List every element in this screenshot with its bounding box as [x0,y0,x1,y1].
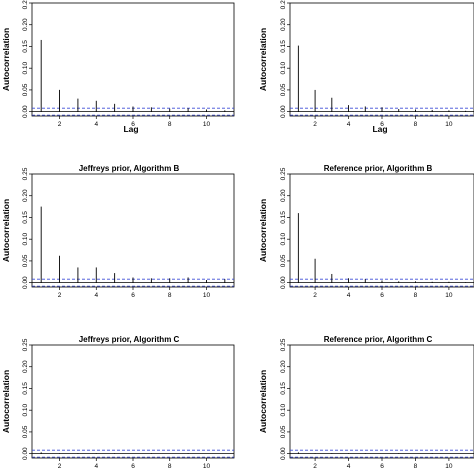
y-tick-label: 0.25 [22,167,29,180]
x-tick-label: 6 [380,121,384,128]
plot-frame [31,2,235,117]
x-tick-label: 8 [414,121,418,128]
y-tick-label: 0.15 [22,211,29,224]
y-tick-label: 0.05 [280,254,287,267]
x-tick-label: 10 [445,121,453,128]
x-tick-label: 2 [313,121,317,128]
x-tick-label: 4 [94,121,98,128]
x-tick-label: 10 [203,463,211,470]
y-tick-label: 0.00 [280,447,287,460]
x-tick-label: 10 [203,121,211,128]
y-tick-label: 0.25 [280,167,287,180]
y-tick-label: 0.10 [280,61,287,74]
y-tick-label: 0.00 [22,276,29,289]
y-tick-label: 0.15 [280,211,287,224]
plot-frame [289,2,474,117]
x-tick-label: 8 [414,463,418,470]
y-axis-title: Autocorrelation [1,199,11,262]
x-tick-label: 8 [414,292,418,299]
y-axis-title: Autocorrelation [1,370,11,433]
plot-frame [289,173,474,288]
y-tick-label: 0.05 [22,254,29,267]
plot-frame [31,173,235,288]
x-tick-label: 6 [131,463,135,470]
plot-frame [289,344,474,459]
x-tick-label: 4 [347,463,351,470]
acf-panel-4: 0.00 0.05 0.10 0.15 0.20 0.25 2 4 6 8 10 Autocorrel… [258,164,474,299]
y-tick-label: 0.25 [280,0,287,9]
acf-panel-1: 0.00 0.05 0.10 0.15 0.20 0.25 2 4 6 8 10 Autocorrel… [1,0,235,134]
x-tick-label: 2 [58,463,62,470]
x-tick-label: 2 [313,292,317,299]
y-tick-label: 0.25 [22,0,29,9]
y-tick-label: 0.10 [280,403,287,416]
panel-title: Jeffreys prior, Algorithm B [79,164,180,173]
x-axis-title: Lag [123,124,138,134]
x-tick-label: 8 [168,292,172,299]
x-tick-label: 10 [445,463,453,470]
y-tick-label: 0.10 [22,232,29,245]
x-tick-label: 2 [313,463,317,470]
y-tick-label: 0.15 [280,382,287,395]
y-tick-label: 0.20 [280,189,287,202]
panel-title: Reference prior, Algorithm B [324,164,433,173]
acf-panel-5: 0.00 0.05 0.10 0.15 0.20 0.25 2 4 6 8 10 Autocorrel… [1,335,235,470]
y-axis-title: Autocorrelation [258,199,268,262]
y-tick-label: 0.00 [22,105,29,118]
x-tick-label: 6 [380,463,384,470]
x-axis-title: Lag [372,124,387,134]
y-tick-label: 0.25 [280,338,287,351]
y-tick-label: 0.20 [280,360,287,373]
x-tick-label: 4 [94,463,98,470]
x-tick-label: 10 [445,292,453,299]
y-tick-label: 0.10 [280,232,287,245]
y-tick-label: 0.25 [22,338,29,351]
y-tick-label: 0.15 [22,382,29,395]
x-tick-label: 8 [168,121,172,128]
y-tick-label: 0.00 [22,447,29,460]
y-tick-label: 0.05 [22,425,29,438]
x-tick-label: 6 [131,292,135,299]
x-tick-label: 6 [380,292,384,299]
y-tick-label: 0.05 [22,83,29,96]
x-tick-label: 4 [347,292,351,299]
y-tick-label: 0.15 [280,40,287,53]
x-tick-label: 2 [58,292,62,299]
x-tick-label: 10 [203,292,211,299]
panel-title: Reference prior, Algorithm C [324,335,433,344]
x-tick-label: 8 [168,463,172,470]
y-tick-label: 0.05 [280,83,287,96]
x-tick-label: 4 [347,121,351,128]
y-tick-label: 0.20 [22,189,29,202]
y-tick-label: 0.00 [280,276,287,289]
acf-panel-3: 0.00 0.05 0.10 0.15 0.20 0.25 2 4 6 8 10 Autocorrel… [1,164,235,299]
y-tick-label: 0.20 [22,18,29,31]
y-tick-label: 0.10 [22,403,29,416]
y-axis-title: Autocorrelation [258,28,268,91]
y-tick-label: 0.10 [22,61,29,74]
y-tick-label: 0.05 [280,425,287,438]
y-tick-label: 0.20 [280,18,287,31]
x-tick-label: 4 [94,292,98,299]
y-tick-label: 0.00 [280,105,287,118]
acf-panel-6: 0.00 0.05 0.10 0.15 0.20 0.25 2 4 6 8 10 Autocorrel… [258,335,474,470]
x-tick-label: 2 [58,121,62,128]
y-tick-label: 0.15 [22,40,29,53]
x-tick-label: 6 [131,121,135,128]
panel-title: Jeffreys prior, Algorithm C [79,335,180,344]
y-axis-title: Autocorrelation [258,370,268,433]
y-axis-title: Autocorrelation [1,28,11,91]
plot-frame [31,344,235,459]
acf-panel-2: 0.00 0.05 0.10 0.15 0.20 0.25 2 4 6 8 10 Autocorrel… [258,0,474,134]
y-tick-label: 0.20 [22,360,29,373]
